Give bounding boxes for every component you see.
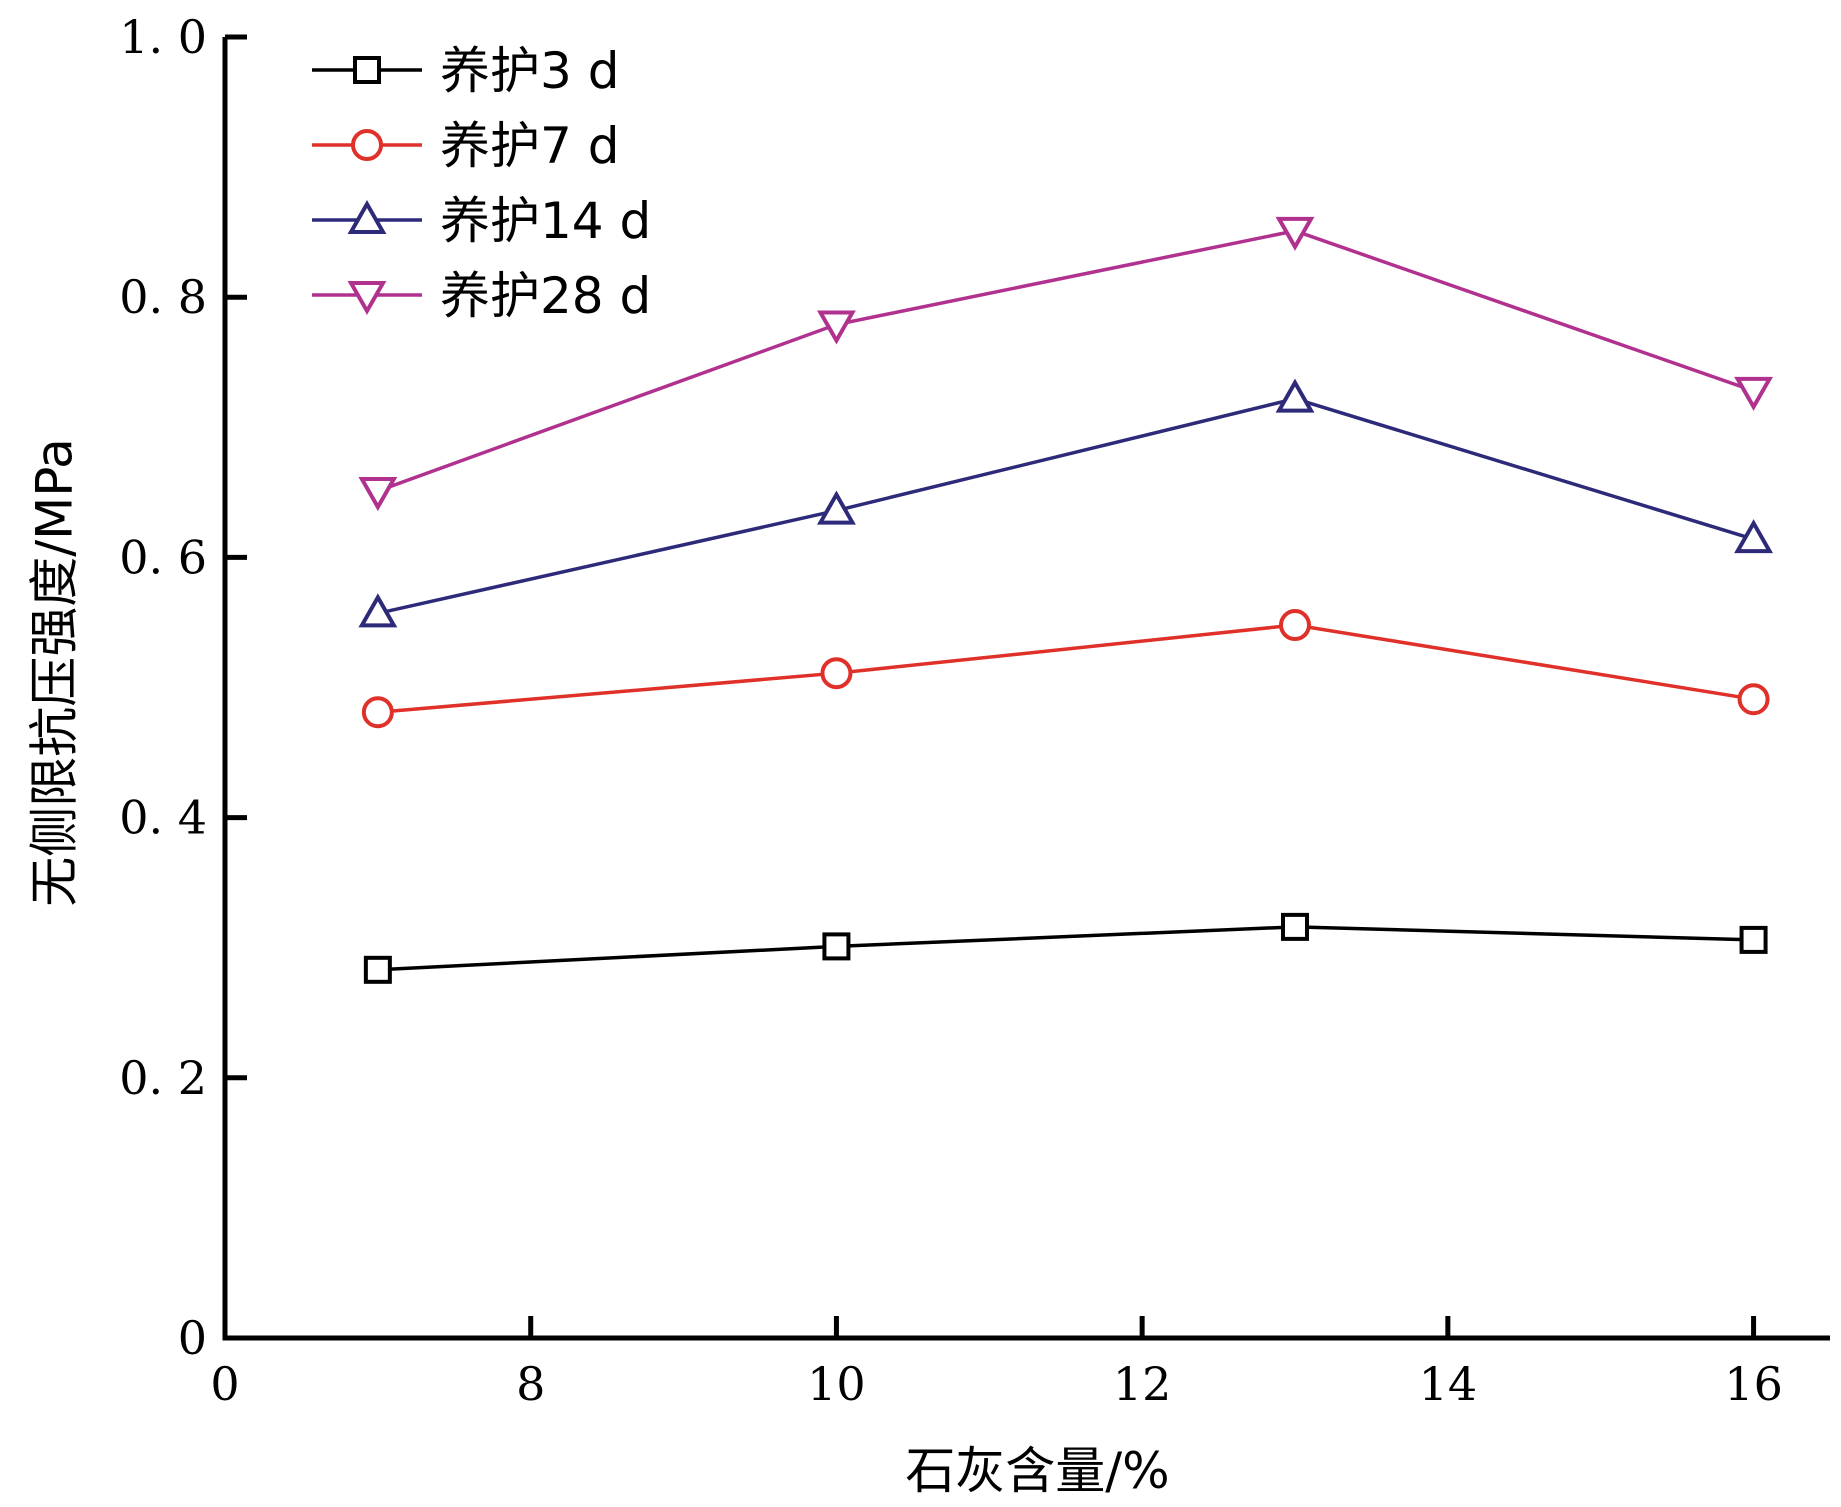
data-point: [1739, 925, 1768, 954]
series-2: [361, 609, 1770, 729]
legend-marker: [347, 281, 387, 316]
data-point: [361, 696, 394, 729]
legend: 养护3 d 养护7 d 养护14 d 养护28 d: [312, 42, 651, 325]
legend-entry-1: 养护3 d: [312, 42, 619, 100]
data-point: [358, 593, 398, 628]
legend-marker: [347, 199, 387, 234]
data-point: [1737, 683, 1770, 716]
y-tick-label: 0. 4: [119, 791, 207, 845]
data-point: [358, 477, 398, 512]
legend-entry-3: 养护14 d: [312, 192, 651, 250]
data-point: [820, 657, 853, 690]
data-point: [822, 932, 851, 961]
data-point: [1275, 378, 1315, 413]
x-tick-label: 10: [807, 1357, 866, 1411]
data-point: [1734, 376, 1774, 411]
x-tick-label: 16: [1724, 1357, 1783, 1411]
data-point: [1734, 519, 1774, 554]
data-point: [816, 490, 856, 525]
y-tick-label: 0. 8: [119, 270, 207, 324]
legend-label: 养护3 d: [440, 42, 619, 100]
y-tick-label: 1. 0: [119, 10, 207, 64]
legend-entry-4: 养护28 d: [312, 267, 651, 325]
legend-entry-2: 养护7 d: [312, 117, 619, 175]
y-tick-label: 0: [178, 1311, 207, 1365]
x-axis-title: 石灰含量/%: [905, 1442, 1169, 1500]
y-tick-label: 0. 6: [119, 530, 207, 584]
series-1: [363, 912, 1768, 984]
legend-label: 养护28 d: [440, 267, 651, 325]
series-line: [377, 396, 1755, 616]
data-point: [1279, 609, 1311, 642]
legend-label: 养护7 d: [440, 117, 619, 175]
legend-marker: [353, 56, 381, 84]
y-axis-title: 无侧限抗压强度/MPa: [26, 438, 84, 907]
legend-marker: [351, 129, 383, 161]
series-4: [358, 216, 1774, 512]
legend-label: 养护14 d: [440, 192, 651, 250]
x-tick-label: 14: [1419, 1357, 1478, 1411]
data-point: [363, 955, 392, 984]
x-tick-label: 12: [1113, 1357, 1172, 1411]
axes: 0 0. 2 0. 4 0. 6 0. 8 1. 0 0 8 10 12 14 16: [119, 10, 1830, 1411]
series-3: [358, 378, 1774, 628]
data-point: [1275, 216, 1315, 251]
series-line: [377, 229, 1755, 493]
series-line: [377, 925, 1754, 972]
data-point: [816, 310, 856, 345]
data-point: [1281, 912, 1309, 941]
series-line: [377, 623, 1754, 714]
y-tick-label: 0. 2: [119, 1051, 207, 1105]
x-tick-label: 8: [516, 1357, 545, 1411]
x-tick-label: 0: [210, 1357, 239, 1411]
series-layer: [358, 216, 1774, 984]
